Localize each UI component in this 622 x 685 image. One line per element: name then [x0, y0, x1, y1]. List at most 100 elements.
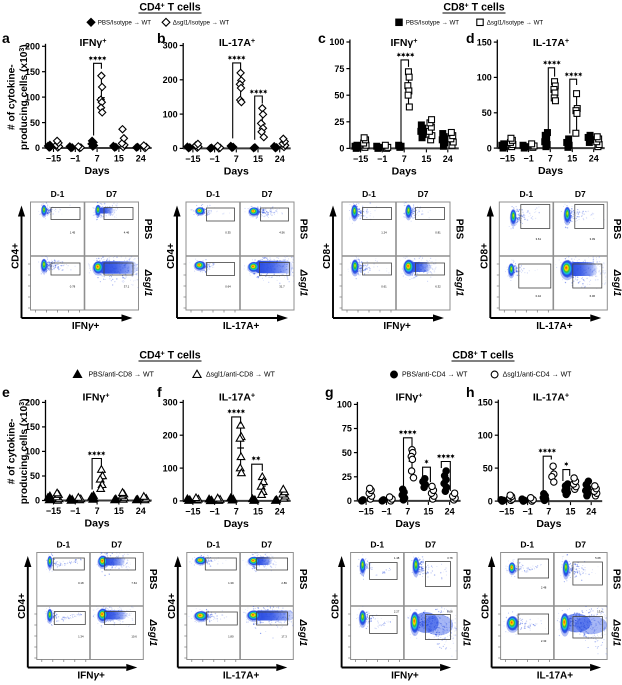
svg-text:D-1: D-1	[519, 189, 533, 199]
svg-text:CD4+: CD4+	[11, 243, 22, 269]
svg-text:Days: Days	[224, 518, 249, 530]
svg-text:D-1: D-1	[362, 189, 376, 199]
svg-text:1.48: 1.48	[394, 556, 400, 560]
svg-text:c: c	[318, 30, 326, 46]
svg-text:D7: D7	[261, 540, 272, 550]
svg-text:Δsgl1/Isotype → WT: Δsgl1/Isotype → WT	[487, 20, 544, 27]
svg-text:200: 200	[25, 42, 40, 52]
svg-text:CD4+: CD4+	[166, 243, 177, 269]
svg-text:PBS: PBS	[611, 569, 622, 590]
svg-text:150: 150	[25, 67, 40, 77]
svg-text:# of cytokine-: # of cytokine-	[7, 64, 18, 130]
svg-text:PBS/Isotype → WT: PBS/Isotype → WT	[98, 20, 152, 27]
svg-text:15: 15	[423, 506, 433, 516]
svg-text:150: 150	[25, 422, 40, 432]
svg-text:PBS: PBS	[147, 569, 158, 590]
svg-text:1.39: 1.39	[228, 581, 234, 585]
svg-text:7.64: 7.64	[131, 581, 137, 585]
svg-text:IFNγ+: IFNγ+	[383, 321, 411, 332]
svg-text:7: 7	[95, 506, 100, 516]
svg-text:0: 0	[488, 496, 493, 506]
svg-text:−1: −1	[70, 154, 80, 164]
svg-text:Δsgl1: Δsgl1	[147, 618, 158, 646]
svg-text:100: 100	[25, 92, 40, 102]
svg-text:PBS/anti-CD8 → WT: PBS/anti-CD8 → WT	[89, 372, 155, 379]
svg-text:# of cytokine-: # of cytokine-	[7, 419, 18, 485]
svg-text:PBS: PBS	[142, 219, 153, 240]
svg-text:g: g	[325, 384, 334, 400]
svg-text:−1: −1	[522, 507, 532, 517]
svg-text:IFNγ+: IFNγ+	[77, 671, 105, 682]
svg-text:100: 100	[163, 109, 178, 119]
svg-text:150: 150	[478, 397, 493, 407]
svg-text:PBS: PBS	[298, 219, 309, 240]
svg-text:15: 15	[253, 154, 263, 164]
svg-text:IL-17A+: IL-17A+	[536, 321, 573, 332]
svg-text:7: 7	[405, 506, 410, 516]
svg-text:100: 100	[25, 447, 40, 457]
svg-text:D-1: D-1	[207, 540, 221, 550]
svg-text:−1: −1	[381, 506, 391, 516]
svg-text:2.89: 2.89	[281, 581, 287, 585]
svg-text:Δsgl1: Δsgl1	[297, 618, 308, 646]
svg-text:CD8+ T cells: CD8+ T cells	[443, 1, 504, 14]
svg-text:CD4+: CD4+	[17, 593, 28, 619]
svg-text:Days: Days	[224, 165, 249, 177]
svg-text:CD8+: CD8+	[481, 593, 492, 619]
svg-text:5.68: 5.68	[595, 556, 601, 560]
svg-text:2.33: 2.33	[541, 639, 547, 643]
svg-text:IL-17A+: IL-17A+	[219, 390, 255, 403]
svg-text:0.42: 0.42	[536, 294, 542, 298]
svg-text:D-1: D-1	[520, 540, 534, 550]
svg-text:CD8+ T cells: CD8+ T cells	[452, 349, 513, 362]
svg-text:50: 50	[30, 118, 40, 128]
svg-text:0.64: 0.64	[225, 285, 231, 289]
svg-text:31.7: 31.7	[279, 285, 285, 289]
svg-text:3.78: 3.78	[447, 556, 453, 560]
svg-text:IL-17A+: IL-17A+	[219, 36, 255, 49]
svg-text:Δsgl1: Δsgl1	[611, 618, 622, 646]
svg-text:7: 7	[234, 506, 239, 516]
svg-text:0: 0	[487, 143, 492, 153]
svg-text:−15: −15	[358, 506, 373, 516]
svg-text:1.24: 1.24	[381, 231, 387, 235]
svg-text:Days: Days	[85, 518, 110, 530]
svg-text:Δsgl1/Isotype → WT: Δsgl1/Isotype → WT	[173, 20, 230, 27]
svg-text:D-1: D-1	[57, 540, 71, 550]
svg-text:IFNγ+: IFNγ+	[391, 671, 419, 682]
svg-text:Days: Days	[85, 165, 110, 177]
svg-text:100: 100	[337, 400, 352, 410]
svg-text:9.08: 9.08	[447, 610, 453, 614]
svg-text:24: 24	[136, 506, 146, 516]
svg-text:PBS: PBS	[461, 569, 472, 590]
svg-text:17.3: 17.3	[281, 635, 287, 639]
svg-text:CD8+: CD8+	[331, 593, 342, 619]
svg-text:24: 24	[275, 154, 285, 164]
svg-text:0: 0	[35, 496, 40, 506]
svg-text:D7: D7	[106, 189, 117, 199]
svg-text:D-1: D-1	[370, 540, 384, 550]
svg-text:50: 50	[482, 108, 492, 118]
svg-text:0.18: 0.18	[78, 581, 84, 585]
svg-text:f: f	[157, 384, 162, 400]
svg-text:200: 200	[163, 75, 178, 85]
svg-text:D7: D7	[425, 540, 436, 550]
svg-text:IFNγ+: IFNγ+	[79, 36, 106, 49]
svg-text:7: 7	[546, 507, 551, 517]
svg-text:a: a	[2, 30, 10, 46]
svg-text:IL-17A+: IL-17A+	[533, 390, 569, 403]
svg-text:24: 24	[136, 154, 146, 164]
svg-text:2.27: 2.27	[394, 610, 400, 614]
svg-text:15: 15	[567, 154, 577, 164]
svg-text:Δsgl1: Δsgl1	[611, 269, 622, 297]
svg-text:25: 25	[334, 117, 344, 127]
svg-text:0: 0	[35, 143, 40, 153]
svg-text:0: 0	[173, 496, 178, 506]
svg-text:CD4+: CD4+	[167, 593, 178, 619]
svg-text:4.56: 4.56	[279, 231, 285, 235]
svg-text:7: 7	[548, 154, 553, 164]
svg-text:Days: Days	[395, 518, 420, 530]
svg-text:50: 50	[342, 448, 352, 458]
svg-text:e: e	[2, 384, 10, 400]
svg-text:100: 100	[329, 37, 344, 47]
